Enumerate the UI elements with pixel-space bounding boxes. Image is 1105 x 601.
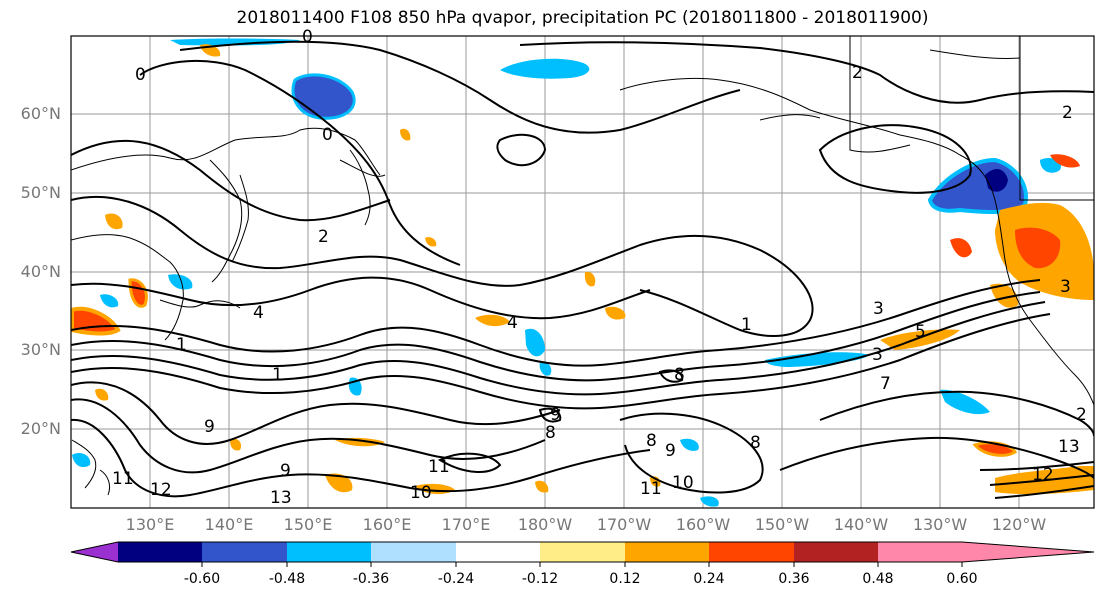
lon-label: 140°E (204, 515, 254, 534)
contour-label: 13 (1058, 437, 1080, 457)
lon-label: 160°E (362, 515, 412, 534)
colorbar-bin (709, 542, 794, 562)
contour-label: 9 (280, 461, 291, 481)
colorbar-outline (70, 541, 1095, 563)
contour-label: 4 (507, 313, 518, 333)
colorbar-bin (540, 542, 625, 562)
colorbar-bin (371, 542, 456, 562)
contour-label: 2 (852, 63, 863, 83)
colorbar-bin (202, 542, 287, 562)
contour-label: 9 (204, 417, 215, 437)
contour-label: 11 (112, 469, 134, 489)
gridlines (71, 36, 1094, 508)
contour-label: 3 (873, 299, 884, 319)
contour-label: 9 (665, 441, 676, 461)
contour-label: 12 (150, 480, 172, 500)
colorbar-tick-label: 0.60 (946, 571, 978, 587)
lon-label: 130°W (912, 515, 968, 534)
contour-label: 0 (302, 27, 313, 47)
contour-label: 8 (750, 433, 761, 453)
lon-label: 120°W (991, 515, 1047, 534)
colorbar-bin (794, 542, 878, 562)
contour-label: 8 (646, 431, 657, 451)
contour-label: 13 (270, 488, 292, 508)
contour-label: 12 (1032, 465, 1054, 485)
contour-label: 11 (428, 457, 450, 477)
contour-label: 11 (640, 479, 662, 499)
colorbar-bin (625, 542, 709, 562)
colorbar-bin (118, 542, 202, 562)
colorbar-bin (878, 542, 962, 562)
lon-label: 140°W (833, 515, 889, 534)
contour-label: 1 (272, 365, 283, 385)
colorbar-bin (287, 542, 371, 562)
colorbar-tick-label: -0.12 (521, 571, 559, 587)
colorbar-tick-label: 0.12 (609, 571, 641, 587)
lon-label: 150°W (754, 515, 810, 534)
contour-label: 3 (1060, 277, 1071, 297)
contour-label: 2 (1076, 405, 1087, 425)
contour-label: 1 (176, 335, 187, 355)
coastlines (71, 36, 1094, 496)
lat-label: 60°N (20, 104, 61, 123)
lat-label: 20°N (20, 419, 61, 438)
contour-label: 2 (318, 227, 329, 247)
plot-title: 2018011400 F108 850 hPa qvapor, precipit… (236, 8, 929, 28)
colorbar (70, 541, 1095, 567)
contour-label: 2 (1062, 103, 1073, 123)
colorbar-extend-min (71, 542, 118, 562)
contour-label: 8 (545, 423, 556, 443)
lon-label: 170°E (441, 515, 491, 534)
contour-label: 3 (872, 345, 883, 365)
contour-labels: 0 0 0 2 2 2 1 3 4 4 1 3 5 1 8 9 8 9 8 9 … (112, 27, 1087, 508)
lat-label: 50°N (20, 183, 61, 202)
colorbar-tick-label: -0.36 (352, 571, 390, 587)
contour-label: 10 (410, 483, 432, 503)
map-frame (70, 35, 1095, 509)
colorbar-tick-label: 0.48 (862, 571, 894, 587)
colorbar-tick-label: -0.48 (268, 571, 306, 587)
colorbar-tick-label: 0.24 (693, 571, 725, 587)
lon-label: 150°E (283, 515, 333, 534)
contour-label: 9 (550, 405, 561, 425)
colorbar-bin (456, 542, 540, 562)
contour-label: 7 (880, 374, 891, 394)
lon-label: 160°W (675, 515, 731, 534)
contour-label: 8 (674, 365, 685, 385)
colorbar-tick-label: -0.60 (183, 571, 221, 587)
lat-label: 30°N (20, 340, 61, 359)
colorbar-extend-max (962, 542, 1094, 562)
lon-label: 180°W (517, 515, 573, 534)
colorbar-tick-label: 0.36 (778, 571, 810, 587)
colorbar-tick-label: -0.24 (437, 571, 475, 587)
contour-label: 10 (672, 473, 694, 493)
lon-label: 170°W (596, 515, 652, 534)
contour-label: 0 (135, 65, 146, 85)
contour-label: 5 (915, 322, 926, 342)
contour-label: 0 (322, 125, 333, 145)
contour-label: 4 (253, 303, 264, 323)
lon-label: 130°E (125, 515, 175, 534)
contour-label: 1 (741, 315, 752, 335)
qvapor-contours (71, 40, 1094, 499)
lat-label: 40°N (20, 262, 61, 281)
map-content (71, 36, 1094, 508)
